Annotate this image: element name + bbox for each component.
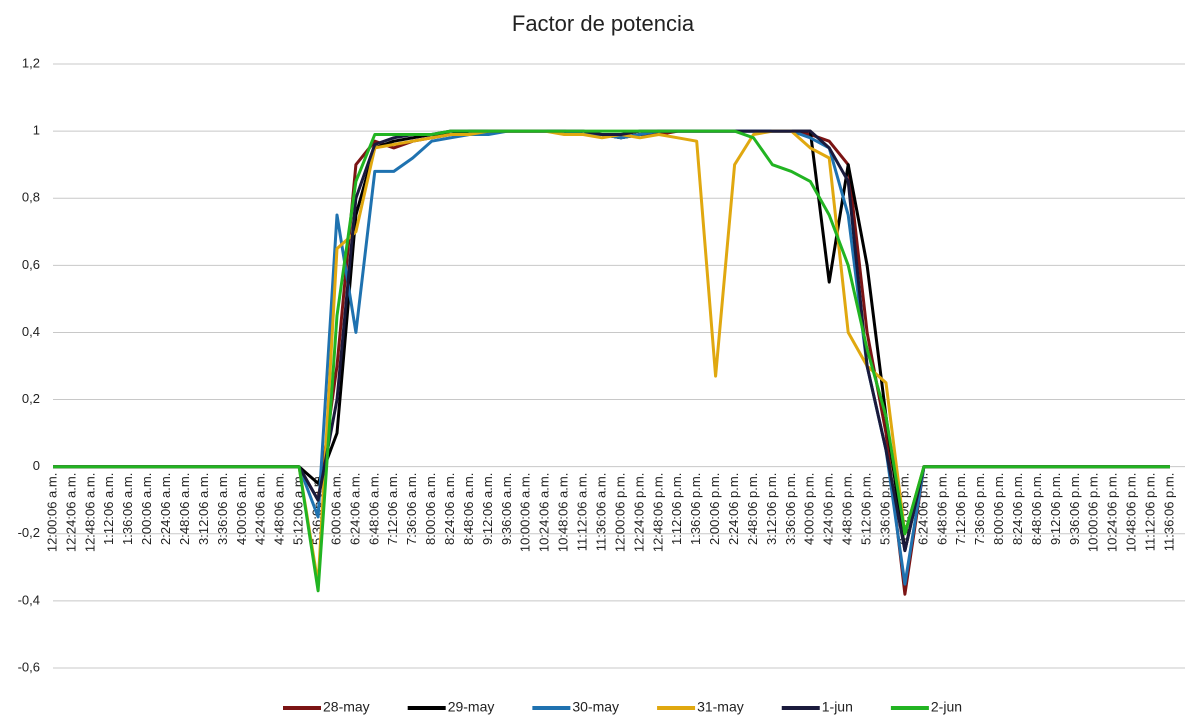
x-tick-label: 10:00:06 a.m. xyxy=(518,473,533,552)
x-tick-label: 3:36:06 a.m. xyxy=(215,473,230,545)
x-tick-label: 8:00:06 p.m. xyxy=(991,473,1006,545)
x-tick-label: 4:48:06 a.m. xyxy=(272,473,287,545)
x-tick-label: 4:24:06 p.m. xyxy=(821,473,836,545)
x-tick-label: 9:36:06 p.m. xyxy=(1067,473,1082,545)
x-tick-label: 2:48:06 a.m. xyxy=(177,473,192,545)
x-tick-label: 10:48:06 a.m. xyxy=(556,473,571,552)
x-tick-label: 11:12:06 p.m. xyxy=(1143,473,1158,552)
x-tick-label: 8:48:06 a.m. xyxy=(461,473,476,545)
x-tick-label: 12:24:06 p.m. xyxy=(631,473,646,552)
legend-label: 28-may xyxy=(323,699,370,715)
x-tick-label: 7:36:06 a.m. xyxy=(404,473,419,545)
x-tick-label: 6:48:06 p.m. xyxy=(934,473,949,545)
chart-title: Factor de potencia xyxy=(512,11,695,36)
y-tick-label: -0,4 xyxy=(18,592,40,607)
x-tick-label: 6:48:06 a.m. xyxy=(366,473,381,545)
x-tick-label: 10:48:06 p.m. xyxy=(1124,473,1139,552)
y-tick-label: 1 xyxy=(33,123,40,138)
x-tick-label: 5:36:06 p.m. xyxy=(877,473,892,545)
y-tick-label: 0,2 xyxy=(22,391,40,406)
x-tick-label: 12:48:06 a.m. xyxy=(82,473,97,552)
y-tick-label: 0,4 xyxy=(22,324,40,339)
legend-label: 2-jun xyxy=(931,699,962,715)
x-tick-label: 12:00:06 a.m. xyxy=(44,473,59,552)
x-tick-label: 4:00:06 a.m. xyxy=(234,473,249,545)
y-tick-label: 1,2 xyxy=(22,55,40,70)
legend-label: 31-may xyxy=(697,699,744,715)
x-tick-label: 2:00:06 a.m. xyxy=(139,473,154,545)
x-tick-label: 12:00:06 p.m. xyxy=(612,473,627,552)
y-tick-label: 0 xyxy=(33,458,40,473)
x-tick-label: 7:12:06 p.m. xyxy=(953,473,968,545)
x-tick-label: 7:12:06 a.m. xyxy=(385,473,400,545)
x-tick-label: 1:36:06 p.m. xyxy=(688,473,703,545)
y-tick-label: 0,6 xyxy=(22,257,40,272)
x-tick-label: 12:48:06 p.m. xyxy=(650,473,665,552)
x-tick-label: 1:12:06 p.m. xyxy=(669,473,684,545)
x-tick-label: 4:24:06 a.m. xyxy=(253,473,268,545)
x-tick-label: 5:12:06 p.m. xyxy=(859,473,874,545)
x-tick-label: 9:36:06 a.m. xyxy=(499,473,514,545)
x-tick-label: 8:24:06 a.m. xyxy=(442,473,457,545)
x-tick-label: 12:24:06 a.m. xyxy=(63,473,78,552)
x-tick-label: 11:36:06 a.m. xyxy=(593,473,608,552)
legend-label: 1-jun xyxy=(822,699,853,715)
y-tick-label: 0,8 xyxy=(22,190,40,205)
x-tick-label: 10:24:06 a.m. xyxy=(537,473,552,552)
x-tick-label: 7:36:06 p.m. xyxy=(972,473,987,545)
x-tick-label: 2:48:06 p.m. xyxy=(745,473,760,545)
x-tick-label: 4:48:06 p.m. xyxy=(840,473,855,545)
x-tick-label: 6:24:06 a.m. xyxy=(347,473,362,545)
x-tick-label: 3:36:06 p.m. xyxy=(783,473,798,545)
legend-label: 29-may xyxy=(448,699,495,715)
x-tick-label: 9:12:06 p.m. xyxy=(1048,473,1063,545)
x-tick-label: 10:00:06 p.m. xyxy=(1086,473,1101,552)
x-tick-label: 1:12:06 a.m. xyxy=(101,473,116,545)
x-tick-label: 11:36:06 p.m. xyxy=(1161,473,1176,552)
y-tick-label: -0,2 xyxy=(18,525,40,540)
x-tick-label: 8:24:06 p.m. xyxy=(1010,473,1025,545)
x-tick-label: 2:24:06 p.m. xyxy=(726,473,741,545)
x-tick-label: 8:00:06 a.m. xyxy=(423,473,438,545)
x-tick-label: 11:12:06 a.m. xyxy=(575,473,590,552)
y-tick-label: -0,6 xyxy=(18,659,40,674)
x-tick-label: 6:00:06 a.m. xyxy=(328,473,343,545)
x-tick-label: 9:12:06 a.m. xyxy=(480,473,495,545)
x-tick-label: 8:48:06 p.m. xyxy=(1029,473,1044,545)
x-tick-label: 3:12:06 a.m. xyxy=(196,473,211,545)
x-tick-label: 3:12:06 p.m. xyxy=(764,473,779,545)
x-tick-label: 4:00:06 p.m. xyxy=(802,473,817,545)
x-tick-label: 10:24:06 p.m. xyxy=(1105,473,1120,552)
legend-label: 30-may xyxy=(572,699,619,715)
series-line xyxy=(53,129,1170,593)
x-tick-label: 1:36:06 a.m. xyxy=(120,473,135,545)
x-tick-label: 2:00:06 p.m. xyxy=(707,473,722,545)
x-tick-label: 2:24:06 a.m. xyxy=(158,473,173,545)
